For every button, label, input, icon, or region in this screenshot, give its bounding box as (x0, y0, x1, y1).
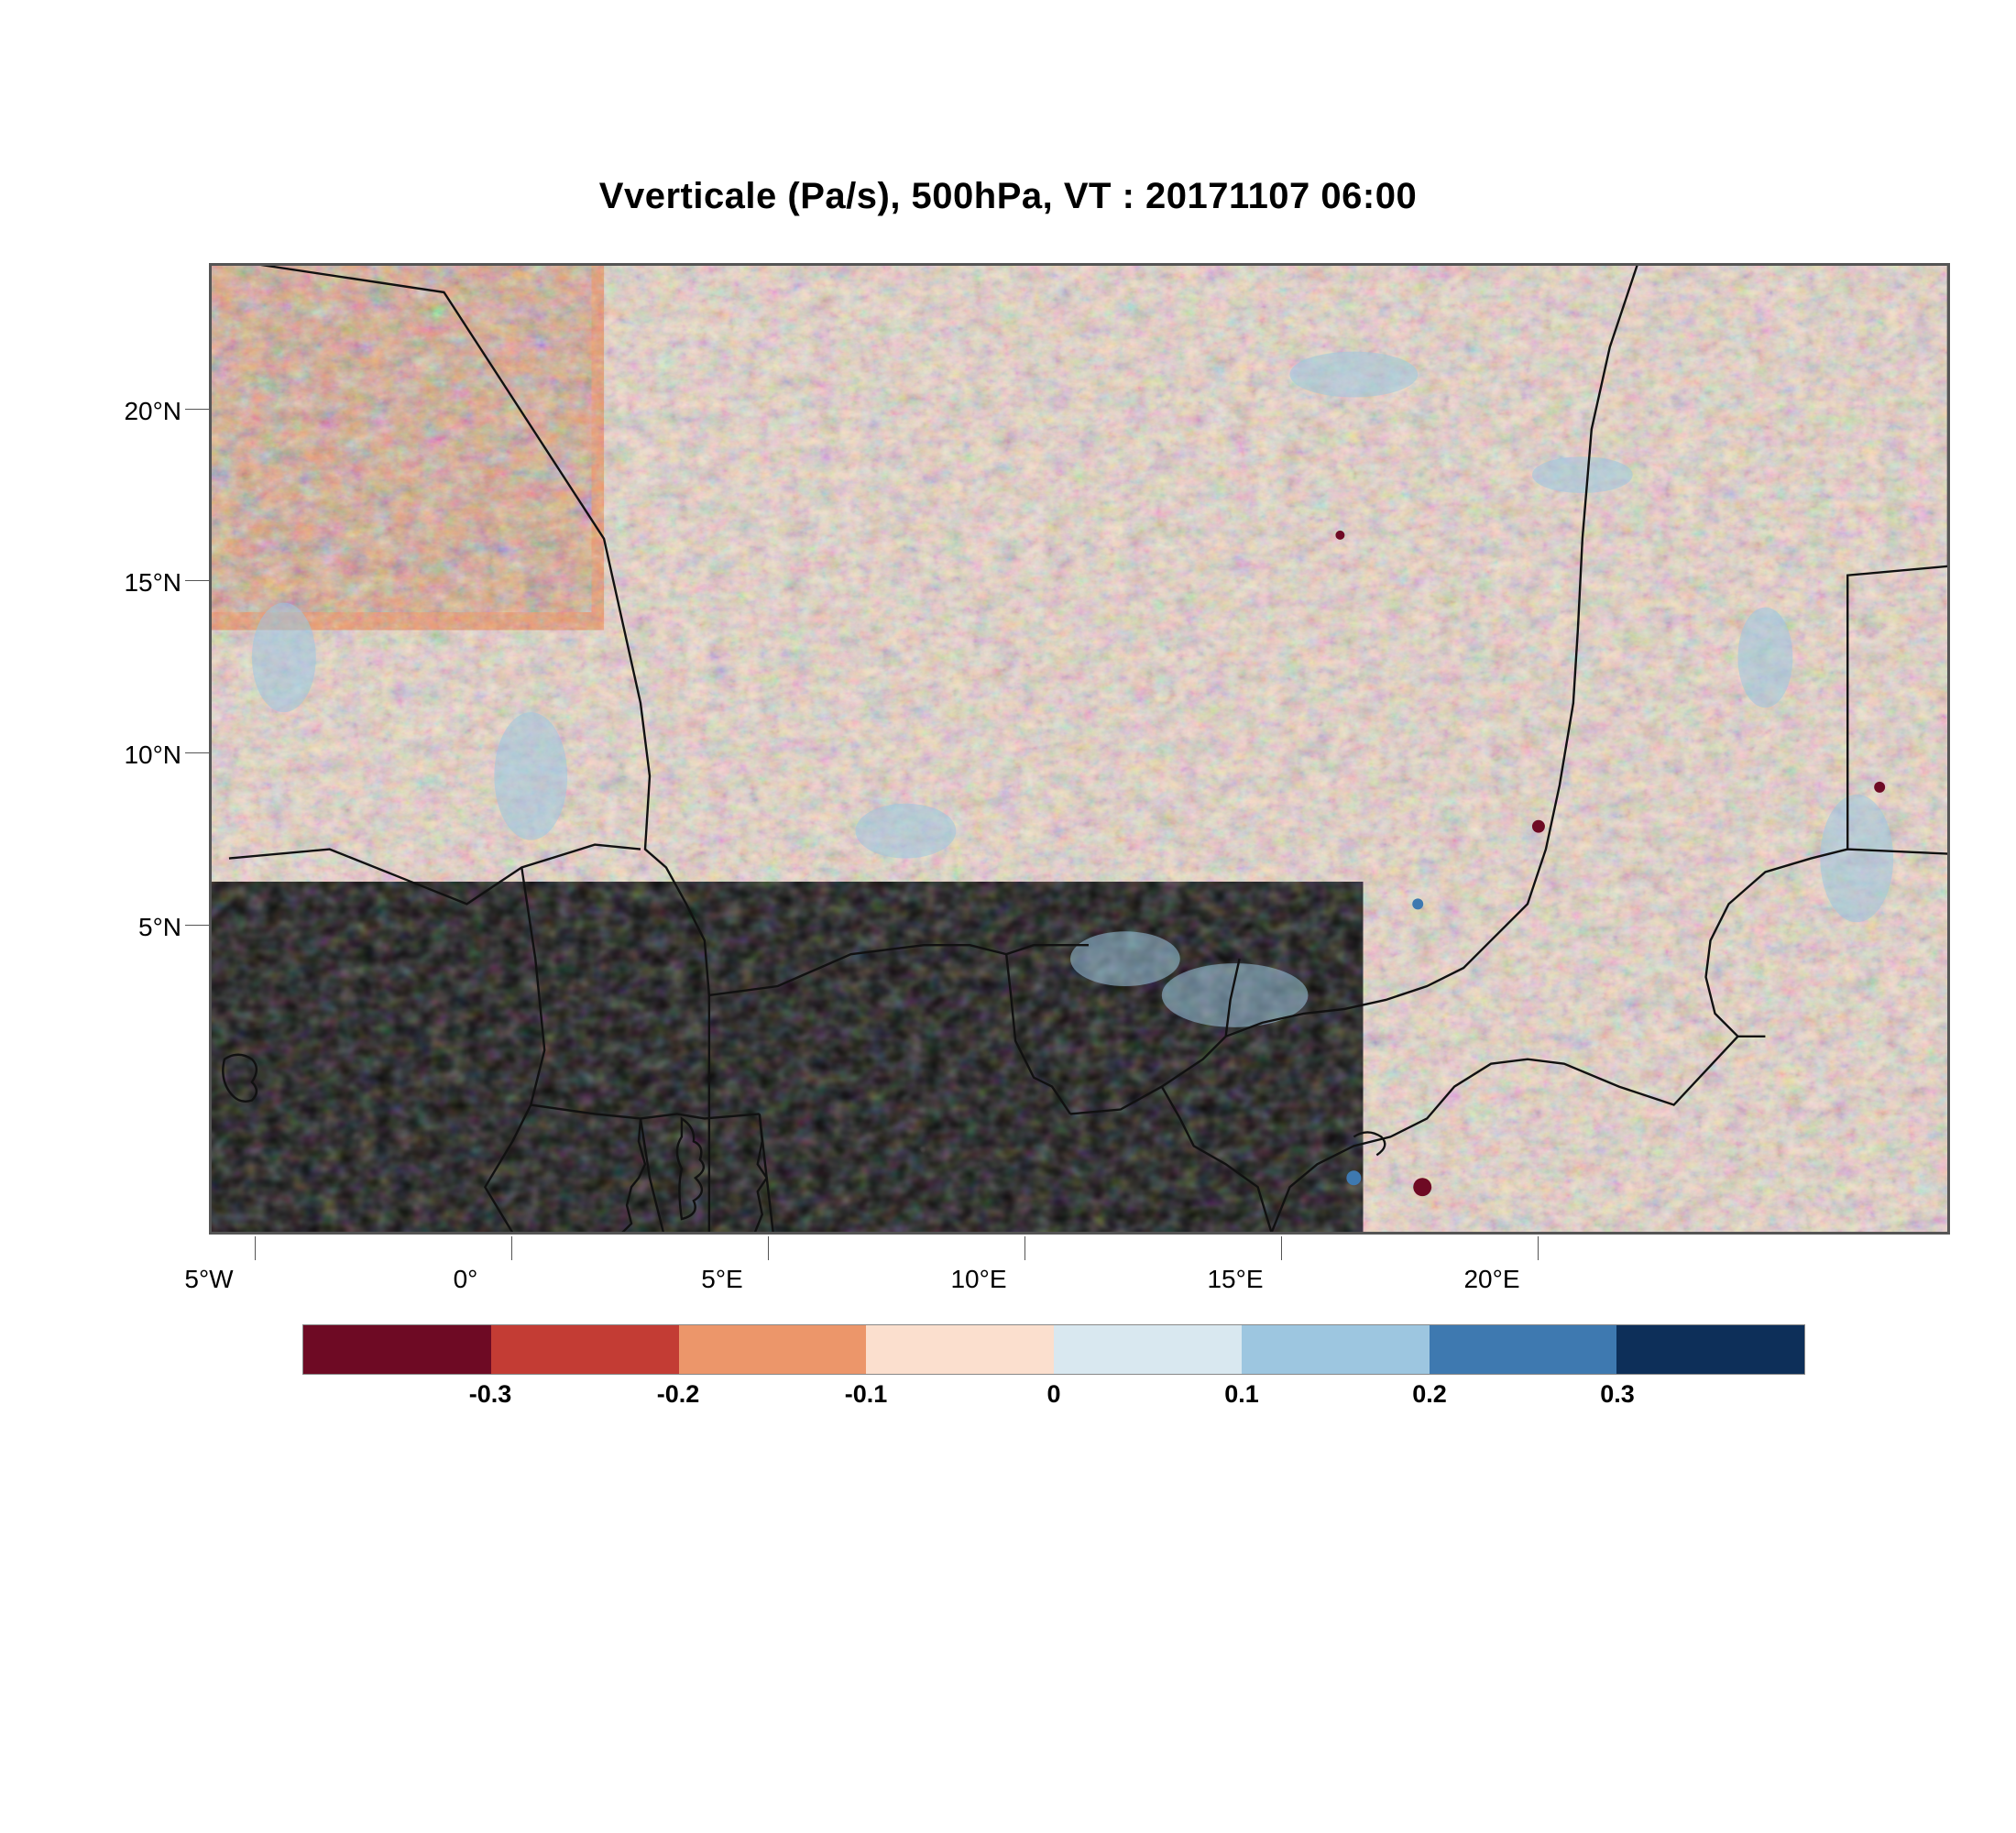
x-tick-10E: 10°E (933, 1265, 1024, 1294)
vertical-velocity-heatmap (211, 265, 1948, 1233)
cb-tick-0: 0 (1046, 1380, 1060, 1409)
cb-tick-01: 0.1 (1224, 1380, 1259, 1409)
y-tick-10N: 10°N (44, 741, 181, 770)
colorbar-ticks-group: -0.3 -0.2 -0.1 0 0.1 0.2 0.3 (302, 1375, 1805, 1411)
cb-segment-lt-minus03 (303, 1325, 491, 1374)
colorbar-group: -0.3 -0.2 -0.1 0 0.1 0.2 0.3 (302, 1324, 1805, 1411)
cb-segment-02-03 (1430, 1325, 1617, 1374)
x-tick-line-20E (1538, 1236, 1539, 1260)
y-tick-20N: 20°N (44, 397, 181, 426)
chart-title: Vverticale (Pa/s), 500hPa, VT : 20171107… (0, 176, 2016, 217)
y-tick-line-5N (185, 925, 209, 926)
cb-segment-minus02-minus01 (679, 1325, 867, 1374)
x-tick-line-10E (1024, 1236, 1025, 1260)
x-tick-line-5E (768, 1236, 769, 1260)
cb-segment-minus03-minus02 (491, 1325, 679, 1374)
y-tick-line-20N (185, 409, 209, 410)
cb-segment-01-02 (1242, 1325, 1430, 1374)
y-tick-line-15N (185, 580, 209, 581)
map-plot-area (209, 263, 1950, 1235)
x-tick-line-5W (255, 1236, 256, 1260)
cb-tick-03: 0.3 (1600, 1380, 1635, 1409)
x-tick-0: 0° (420, 1265, 511, 1294)
cb-tick-minus02: -0.2 (657, 1380, 700, 1409)
cb-tick-minus03: -0.3 (469, 1380, 512, 1409)
cb-tick-02: 0.2 (1412, 1380, 1447, 1409)
x-tick-line-15E (1281, 1236, 1282, 1260)
x-tick-line-0 (511, 1236, 512, 1260)
x-tick-20E: 20°E (1446, 1265, 1538, 1294)
cb-segment-minus01-0 (866, 1325, 1054, 1374)
x-tick-5E: 5°E (676, 1265, 768, 1294)
cb-segment-gt-03 (1616, 1325, 1804, 1374)
colorbar (302, 1324, 1805, 1375)
cb-segment-0-01 (1054, 1325, 1242, 1374)
y-tick-5N: 5°N (44, 913, 181, 942)
x-tick-5W: 5°W (163, 1265, 255, 1294)
y-tick-15N: 15°N (44, 568, 181, 598)
x-tick-15E: 15°E (1189, 1265, 1281, 1294)
cb-tick-minus01: -0.1 (845, 1380, 888, 1409)
y-tick-line-10N (185, 752, 209, 753)
